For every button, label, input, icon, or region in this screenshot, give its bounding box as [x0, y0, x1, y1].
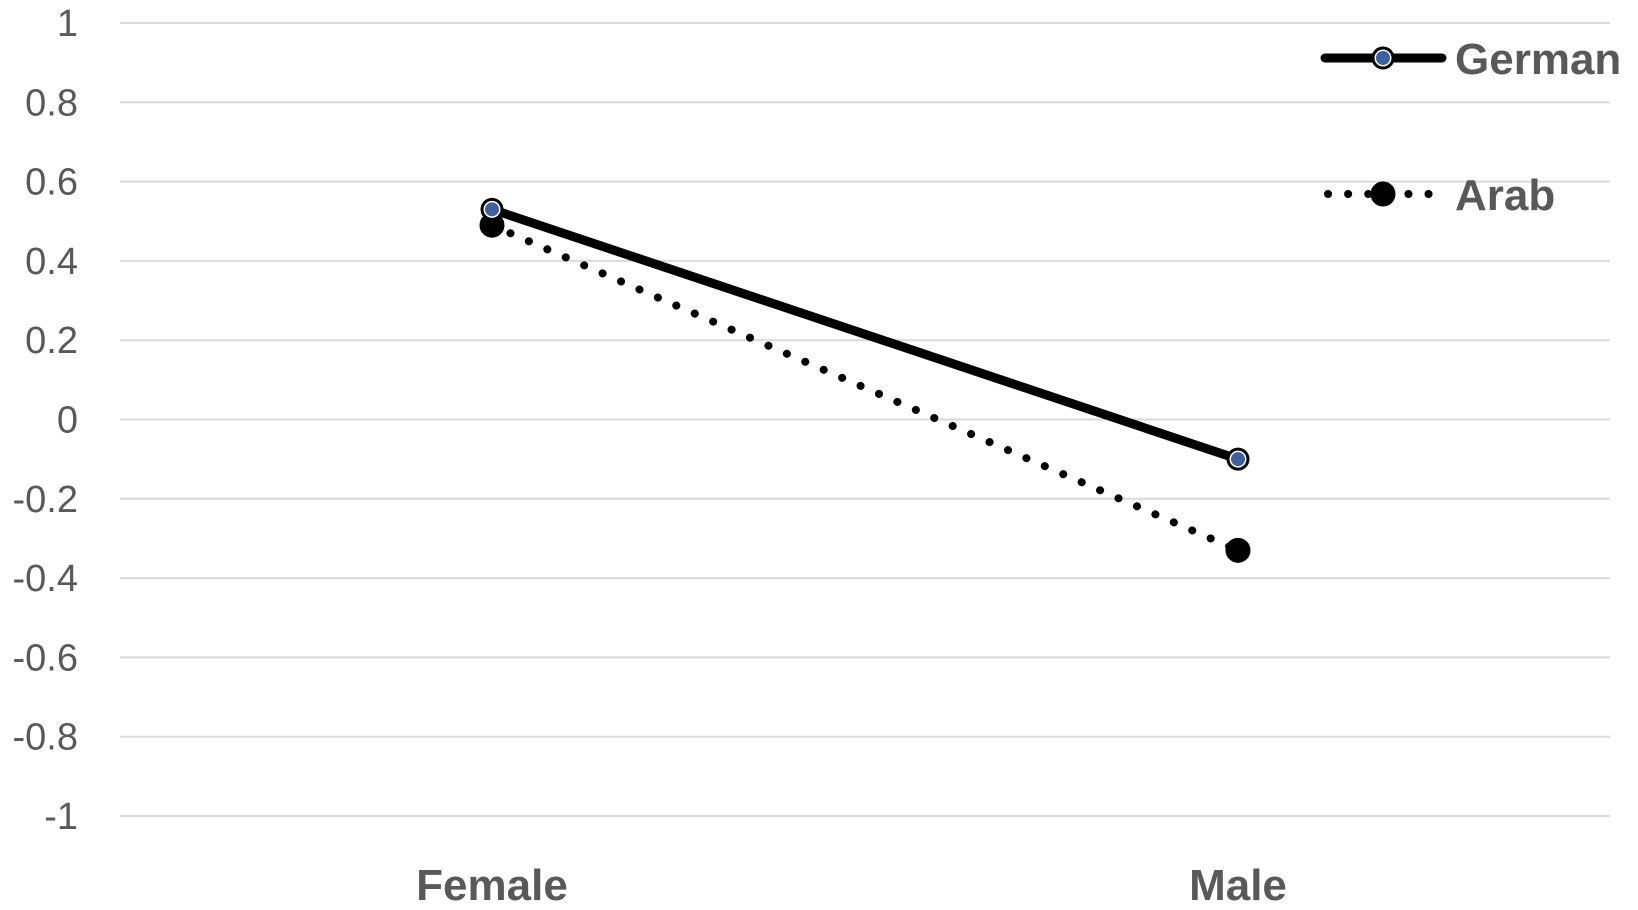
marker-arab-male [1225, 537, 1251, 563]
y-tick-label: -0.6 [13, 637, 78, 679]
y-tick-label: 1 [57, 3, 78, 45]
y-tick-label: 0.4 [25, 241, 78, 283]
y-tick-label: 0.2 [25, 320, 78, 362]
series-line-german [487, 204, 1243, 464]
y-tick-label: 0.8 [25, 82, 78, 124]
marker-core-german-male [1231, 452, 1245, 467]
y-tick-label: -1 [44, 796, 78, 838]
x-tick-label-female: Female [416, 861, 568, 910]
y-axis-tick-labels: 1 0.8 0.6 0.4 0.2 0 -0.2 -0.4 -0.6 -0.8 -1 [13, 3, 78, 838]
legend: German Arab [1320, 35, 1621, 220]
legend-item-arab: Arab [1324, 171, 1555, 220]
legend-item-german: German [1320, 35, 1621, 84]
y-tick-label: -0.4 [13, 558, 78, 600]
legend-marker-arab [1370, 181, 1396, 207]
series-line-arab [488, 221, 1242, 555]
y-tick-label: -0.2 [13, 479, 78, 521]
series-lines [487, 204, 1243, 555]
grid-lines [120, 22, 1610, 817]
y-tick-label: -0.8 [13, 717, 78, 759]
y-tick-label: 0 [57, 400, 78, 442]
series-markers [479, 197, 1251, 563]
legend-marker-core-german [1376, 51, 1390, 65]
x-tick-label-male: Male [1189, 861, 1287, 910]
legend-label-german: German [1455, 35, 1621, 84]
x-axis-tick-labels: Female Male [416, 861, 1287, 910]
legend-label-arab: Arab [1455, 171, 1555, 220]
y-tick-label: 0.6 [25, 162, 78, 204]
marker-core-german-female [485, 202, 499, 217]
